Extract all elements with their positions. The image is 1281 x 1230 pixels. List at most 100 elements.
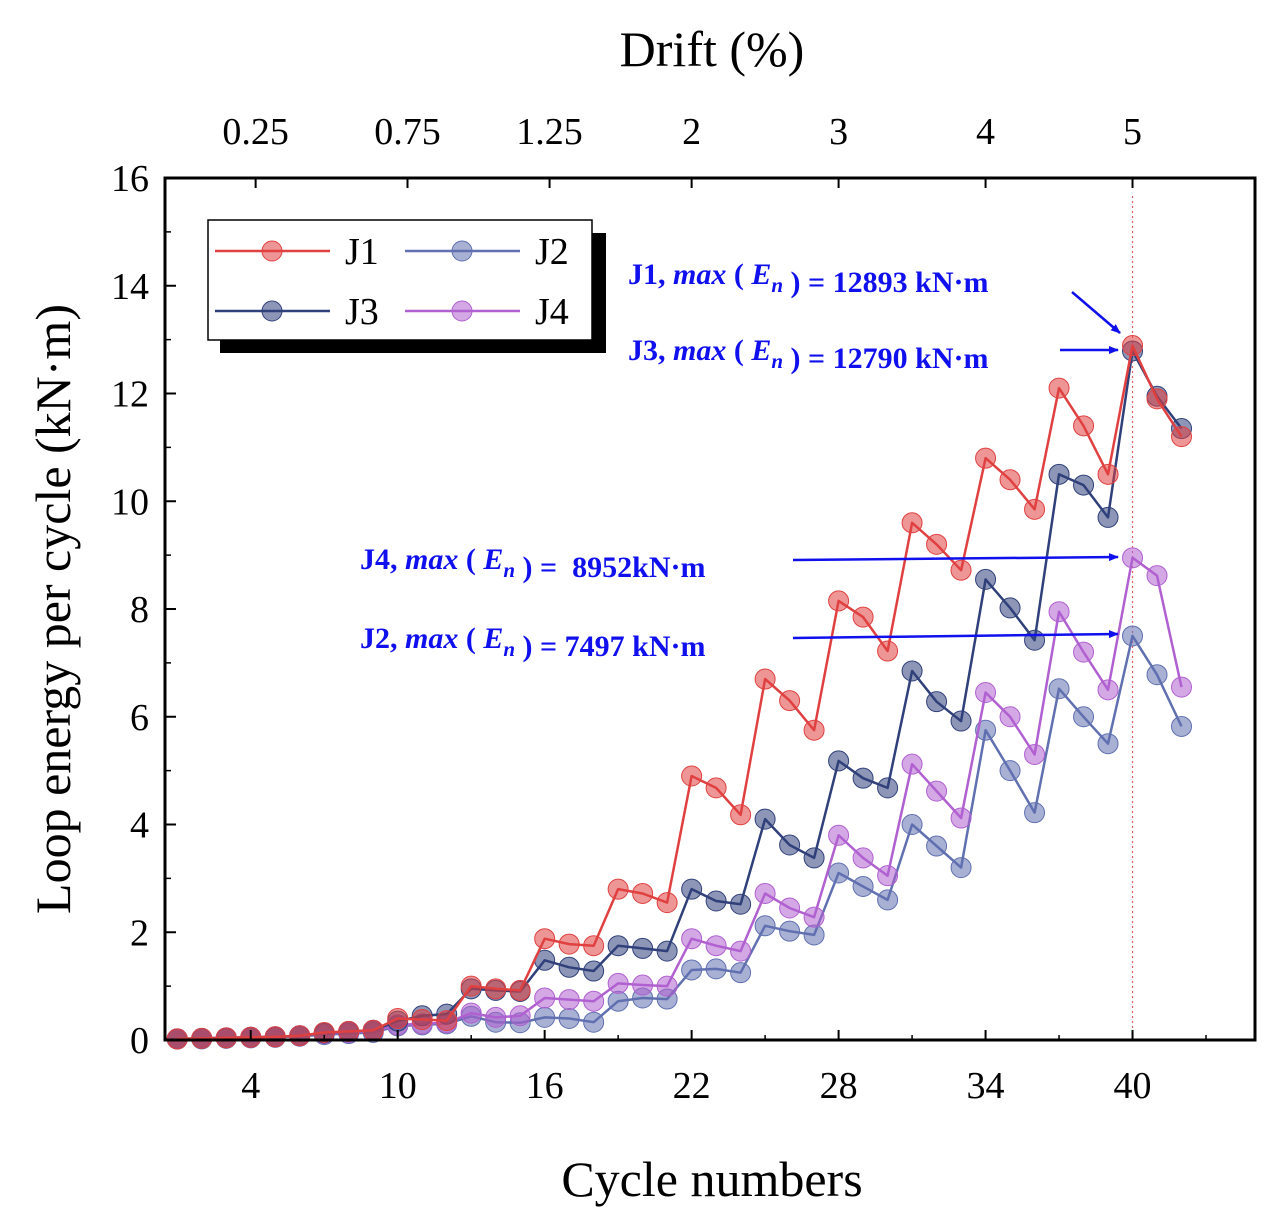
legend-j4-label: J4 xyxy=(535,291,569,333)
series-j1-point xyxy=(852,606,874,628)
series-j1-point xyxy=(191,1027,213,1049)
annotation-j1: J1, max ( En ) = 12893 kN·m xyxy=(628,258,989,299)
series-j2-point xyxy=(877,889,899,911)
top-tick-label-3: 2 xyxy=(682,111,701,153)
series-j1-point xyxy=(583,935,605,957)
series-j4-point xyxy=(730,940,752,962)
series-j2-point xyxy=(1048,678,1070,700)
series-j1-point xyxy=(264,1026,286,1048)
series-j1-point xyxy=(705,777,727,799)
y-axis-title: Loop energy per cycle (kN·m) xyxy=(25,304,81,914)
series-j2-point xyxy=(926,835,948,857)
series-j2-point xyxy=(534,1006,556,1028)
series-j4-point xyxy=(852,847,874,869)
series-j3-point xyxy=(607,935,629,957)
series-j3-point xyxy=(975,568,997,590)
series-j1-point xyxy=(509,979,531,1001)
annotation-j4-arrow xyxy=(792,553,1119,562)
series-j1-point xyxy=(362,1019,384,1041)
series-j4-point xyxy=(1122,547,1144,569)
series-j1-point xyxy=(901,512,923,534)
y-tick-label-0: 0 xyxy=(130,1020,149,1062)
series-j1-point xyxy=(975,447,997,469)
series-j2-point xyxy=(975,719,997,741)
series-j4-point xyxy=(607,972,629,994)
series-j4-point xyxy=(656,975,678,997)
series-j3-point xyxy=(926,691,948,713)
series-j2-point xyxy=(901,814,923,835)
series-j2-point xyxy=(681,959,703,981)
series-j1-point xyxy=(803,719,825,741)
series-j4-point xyxy=(975,682,997,704)
series-j3-point xyxy=(999,597,1021,619)
series-j1-point xyxy=(950,559,972,581)
series-j4-point xyxy=(828,824,850,846)
legend-j4-marker xyxy=(451,300,473,322)
series-j1-point xyxy=(926,533,948,555)
series-j2-point xyxy=(950,857,972,879)
top-tick-label-6: 5 xyxy=(1123,111,1142,153)
series-j3-point xyxy=(828,750,850,772)
series-j1-point xyxy=(828,590,850,612)
series-j3-point xyxy=(877,777,899,799)
series-j4-point xyxy=(1171,676,1193,698)
series-j4-point xyxy=(754,882,776,904)
series-j4-point xyxy=(1073,641,1095,663)
y-tick-label-3: 6 xyxy=(130,697,149,739)
top-tick-label-4: 3 xyxy=(829,111,848,153)
series-j3-point xyxy=(705,890,727,912)
x-tick-label-3: 22 xyxy=(673,1065,711,1107)
series-j3-point xyxy=(779,834,801,856)
series-j1-point xyxy=(1097,463,1119,485)
top-tick-label-5: 4 xyxy=(976,111,995,153)
series-j4-point xyxy=(1097,679,1119,701)
series-j2-point xyxy=(558,1007,580,1029)
x-axis-title: Cycle numbers xyxy=(561,1151,862,1207)
series-j1-point xyxy=(779,690,801,712)
series-j1-point xyxy=(411,1009,433,1031)
series-j1 xyxy=(166,335,1193,1050)
y-tick-label-6: 12 xyxy=(111,374,149,416)
y-tick-label-4: 8 xyxy=(130,589,149,631)
series-j2-point xyxy=(779,920,801,942)
series-j3-point xyxy=(754,808,776,830)
legend-j2-marker xyxy=(451,240,473,262)
series-j3-point xyxy=(656,940,678,962)
series-j1-point xyxy=(436,1010,458,1032)
series-j2-point xyxy=(852,875,874,897)
series-j1-point xyxy=(754,668,776,690)
series-j2-point xyxy=(1097,733,1119,755)
series-j3-point xyxy=(583,960,605,982)
legend-j2-label: J2 xyxy=(535,231,569,273)
series-j2-point xyxy=(1073,706,1095,728)
series-j4-point xyxy=(583,990,605,1012)
annotation-j2-arrow xyxy=(792,630,1119,640)
series-j4-point xyxy=(558,989,580,1011)
x-tick-label-2: 16 xyxy=(526,1065,564,1107)
series-j3-point xyxy=(803,847,825,869)
series-j1-point xyxy=(1073,415,1095,437)
series-j1-point xyxy=(558,933,580,955)
y-tick-label-8: 16 xyxy=(111,158,149,200)
series-j2-point xyxy=(828,862,850,884)
series-j4-point xyxy=(999,706,1021,728)
series-j3-point xyxy=(1048,463,1070,485)
legend: J1 J2 J3 J4 xyxy=(207,219,606,353)
series-j4-point xyxy=(681,928,703,950)
series-j1-point xyxy=(1122,335,1144,357)
legend-j3-marker xyxy=(261,300,283,322)
legend-j1-label: J1 xyxy=(345,231,379,273)
annotation-j4: J4, max ( En ) = 8952kN·m xyxy=(360,543,706,584)
series-j1-point xyxy=(534,928,556,950)
top-tick-label-1: 0.75 xyxy=(374,111,441,153)
series-j2-point xyxy=(754,915,776,937)
series-j3-point xyxy=(950,710,972,732)
series-j2-point xyxy=(730,962,752,984)
series-j2-point xyxy=(1024,802,1046,824)
annotation-j2: J2, max ( En ) = 7497 kN·m xyxy=(360,622,706,663)
x-tick-label-1: 10 xyxy=(379,1065,417,1107)
series-j1-point xyxy=(877,640,899,662)
series-j1-point xyxy=(387,1007,409,1029)
series-j3-point xyxy=(558,956,580,978)
